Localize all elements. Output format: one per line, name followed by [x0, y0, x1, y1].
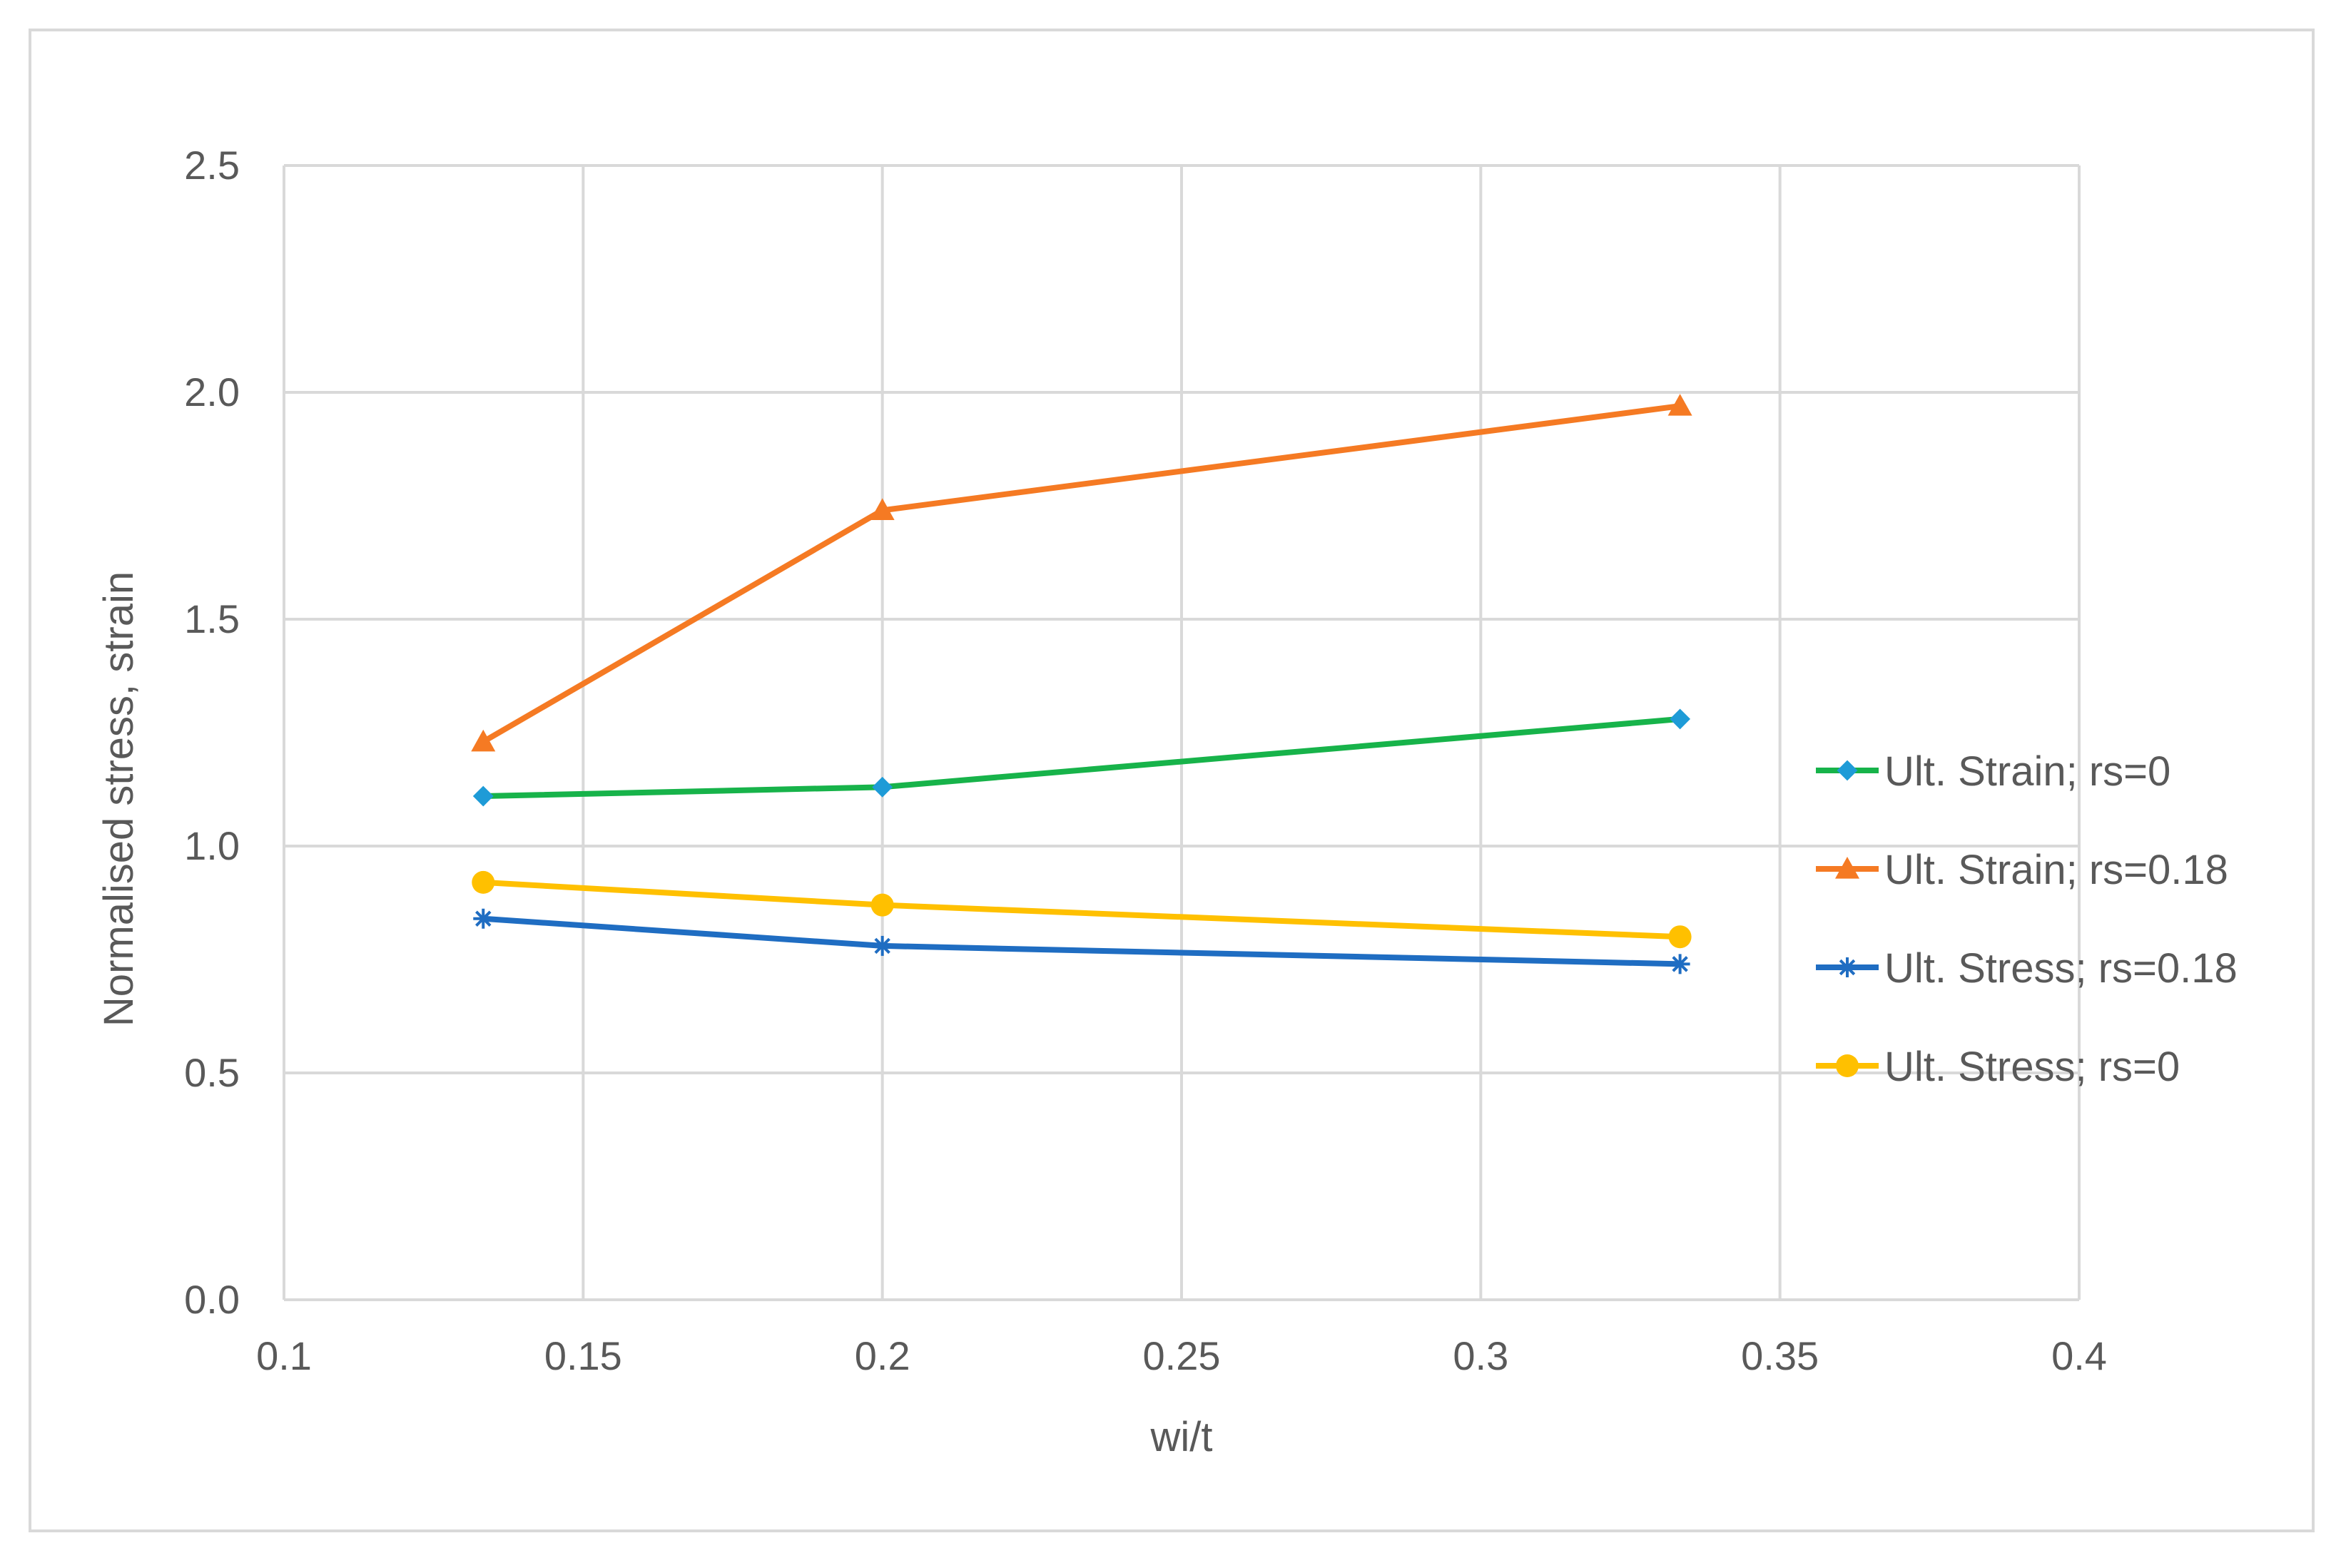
legend-label-0: Ult. Strain; rs=0 [1884, 748, 2170, 795]
data-point-s2-p2-stroke-3 [1672, 956, 1688, 972]
data-point-s1-p1 [870, 498, 895, 520]
data-point-s0-p0-shape [472, 785, 494, 807]
y-tick-label: 0.5 [184, 1050, 240, 1095]
y-axis-ticks: 0.0 0.5 1.0 1.5 2.0 2.5 [184, 143, 240, 1322]
x-tick-label: 0.3 [1453, 1333, 1508, 1378]
data-point-s3-p0-shape [472, 870, 495, 894]
legend-marker-3-shape [1836, 1054, 1859, 1077]
legend-marker-0-shape [1837, 760, 1858, 781]
data-point-s3-p1 [870, 893, 894, 917]
data-point-s3-p2 [1668, 925, 1692, 949]
legend-marker-2 [1837, 957, 1857, 977]
data-point-s1-p0-shape [471, 729, 496, 752]
data-point-s2-p0-stroke-3 [475, 910, 492, 927]
data-point-s1-p2-shape [1667, 394, 1692, 416]
data-point-s1-p1-shape [870, 498, 895, 520]
x-tick-label: 0.4 [2051, 1333, 2107, 1378]
legend-label-2: Ult. Stress; rs=0.18 [1884, 945, 2238, 992]
y-tick-label: 0.0 [184, 1277, 240, 1322]
data-point-s2-p1-stroke-3 [874, 937, 890, 954]
x-tick-label: 0.15 [544, 1333, 622, 1378]
data-point-s0-p2-shape [1670, 708, 1691, 730]
data-point-s1-p2 [1667, 394, 1692, 416]
data-point-s3-p1-shape [870, 893, 894, 917]
data-point-s3-p2-shape [1668, 925, 1692, 949]
y-tick-label: 1.5 [184, 596, 240, 641]
x-tick-label: 0.2 [855, 1333, 910, 1378]
data-point-s2-p2 [1670, 954, 1690, 974]
data-point-s1-p0 [471, 729, 496, 752]
data-point-s0-p2 [1670, 708, 1691, 730]
data-point-s0-p1 [872, 776, 893, 798]
data-point-s0-p1-shape [872, 776, 893, 798]
legend: Ult. Strain; rs=0 Ult. Strain; rs=0.18 Ult… [1816, 748, 2238, 1090]
data-point-s2-p0 [473, 908, 494, 929]
x-axis-label: wi/t [1150, 1414, 1213, 1460]
x-tick-label: 0.1 [256, 1333, 312, 1378]
x-axis-ticks: 0.1 0.15 0.2 0.25 0.3 0.35 0.4 [256, 1333, 2107, 1378]
data-point-s0-p0 [472, 785, 494, 807]
x-tick-label: 0.35 [1741, 1333, 1819, 1378]
y-tick-label: 1.0 [184, 823, 240, 868]
legend-marker-1 [1835, 857, 1859, 879]
legend-marker-0 [1837, 760, 1858, 781]
legend-marker-3 [1836, 1054, 1859, 1077]
chart-border [29, 29, 2315, 1532]
legend-marker-1-shape [1835, 857, 1859, 879]
legend-label-1: Ult. Strain; rs=0.18 [1884, 847, 2228, 893]
data-point-s2-p1 [872, 935, 893, 956]
legend-label-3: Ult. Stress; rs=0 [1884, 1044, 2180, 1090]
y-tick-label: 2.5 [184, 143, 240, 188]
gridlines [283, 164, 2081, 1301]
data-point-s3-p0 [472, 870, 495, 894]
x-tick-label: 0.25 [1143, 1333, 1221, 1378]
series-lines [471, 394, 1692, 974]
y-axis-label: Normalised stress, strain [96, 571, 142, 1027]
y-tick-label: 2.0 [184, 370, 240, 414]
legend-marker-2-stroke-3 [1839, 959, 1856, 976]
